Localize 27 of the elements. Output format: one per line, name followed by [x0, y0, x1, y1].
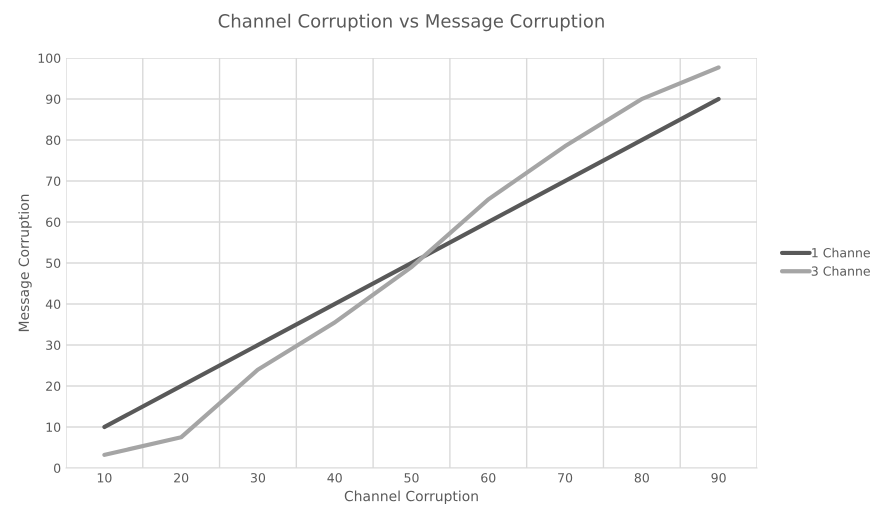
- legend-label: 1 Channe: [812, 248, 870, 258]
- x-tick-label: 90: [711, 473, 726, 483]
- x-tick-label: 70: [558, 473, 572, 483]
- line-series: [102, 96, 721, 430]
- x-tick-label: 80: [634, 473, 649, 483]
- y-tick-label: 20: [46, 381, 60, 391]
- x-tick-label: 40: [327, 473, 342, 483]
- x-axis-title: Channel Corruption: [344, 490, 478, 504]
- y-tick-label: 50: [46, 258, 60, 268]
- x-tick-label: 50: [404, 473, 419, 483]
- y-tick-label: 70: [46, 176, 60, 186]
- chart-title: Channel Corruption vs Message Corruption: [218, 14, 604, 32]
- line-series: [102, 65, 721, 457]
- y-tick-label: 40: [46, 299, 60, 309]
- x-tick-label: 20: [174, 473, 188, 483]
- y-tick-label: 10: [46, 422, 60, 432]
- x-tick-label: 60: [481, 473, 496, 483]
- x-tick-label: 10: [98, 473, 112, 483]
- y-tick-label: 60: [46, 217, 60, 227]
- x-tick-label: 30: [250, 473, 266, 483]
- y-tick-label: 100: [38, 53, 60, 63]
- y-tick-label: 90: [46, 94, 60, 104]
- y-axis-title: Message Corruption: [18, 194, 32, 332]
- y-tick-label: 30: [46, 340, 60, 350]
- y-tick-label: 80: [46, 135, 60, 145]
- legend-label: 3 Channe: [812, 266, 870, 276]
- y-tick-label: 0: [54, 463, 60, 473]
